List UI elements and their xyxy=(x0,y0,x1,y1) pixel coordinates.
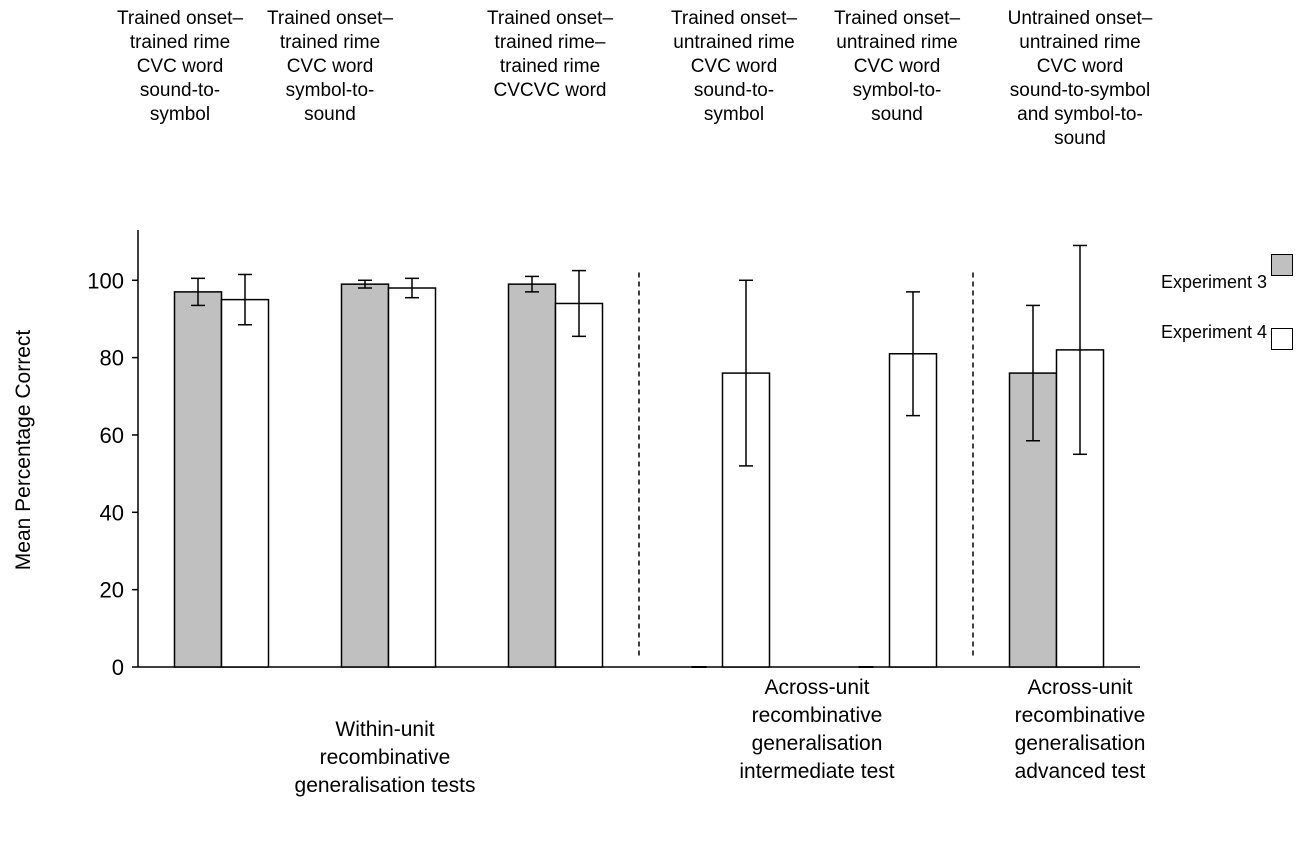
error-bars xyxy=(191,244,1087,467)
category-label: Trained onset– untrained rime CVC word s… xyxy=(670,8,798,125)
group-label: Across-unit recombinative generalisation… xyxy=(739,676,895,783)
category-label: Trained onset– trained rime CVC word sou… xyxy=(116,8,244,125)
category-label: Trained onset– trained rime– trained rim… xyxy=(486,8,614,101)
y-tick-label: 60 xyxy=(100,423,124,448)
axes xyxy=(137,230,1140,668)
y-ticks: 0 20 40 60 80 100 xyxy=(87,268,138,680)
bar-experiment-3-cat-1 xyxy=(173,291,223,668)
bar-experiment-3-cat-2 xyxy=(340,283,390,668)
group-label: Across-unit recombinative generalisation… xyxy=(1014,676,1146,783)
group-label: Within-unit recombinative generalisation… xyxy=(294,718,476,797)
y-tick-label: 100 xyxy=(87,268,124,293)
bar-experiment-4-cat-2 xyxy=(387,287,437,668)
bar-experiment-4-cat-1 xyxy=(220,298,270,668)
bar-experiment-4-cat-3 xyxy=(554,302,604,668)
legend-swatch xyxy=(1271,328,1293,350)
bar-experiment-3-cat-3 xyxy=(507,283,557,668)
y-tick-label: 40 xyxy=(100,500,124,525)
legend-label: Experiment 4 xyxy=(1160,322,1267,342)
y-tick-label: 20 xyxy=(100,578,124,603)
bars xyxy=(173,283,1105,668)
category-label: Trained onset– untrained rime CVC word s… xyxy=(833,8,961,125)
y-axis-label: Mean Percentage Correct xyxy=(12,329,35,571)
category-label: Trained onset– trained rime CVC word sym… xyxy=(266,8,394,125)
legend-swatch xyxy=(1271,254,1293,276)
y-tick-label: 80 xyxy=(100,346,124,371)
category-label: Untrained onset– untrained rime CVC word… xyxy=(1007,8,1153,149)
y-tick-label: 0 xyxy=(112,655,124,680)
legend-label: Experiment 3 xyxy=(1160,272,1267,292)
separators xyxy=(638,272,974,659)
